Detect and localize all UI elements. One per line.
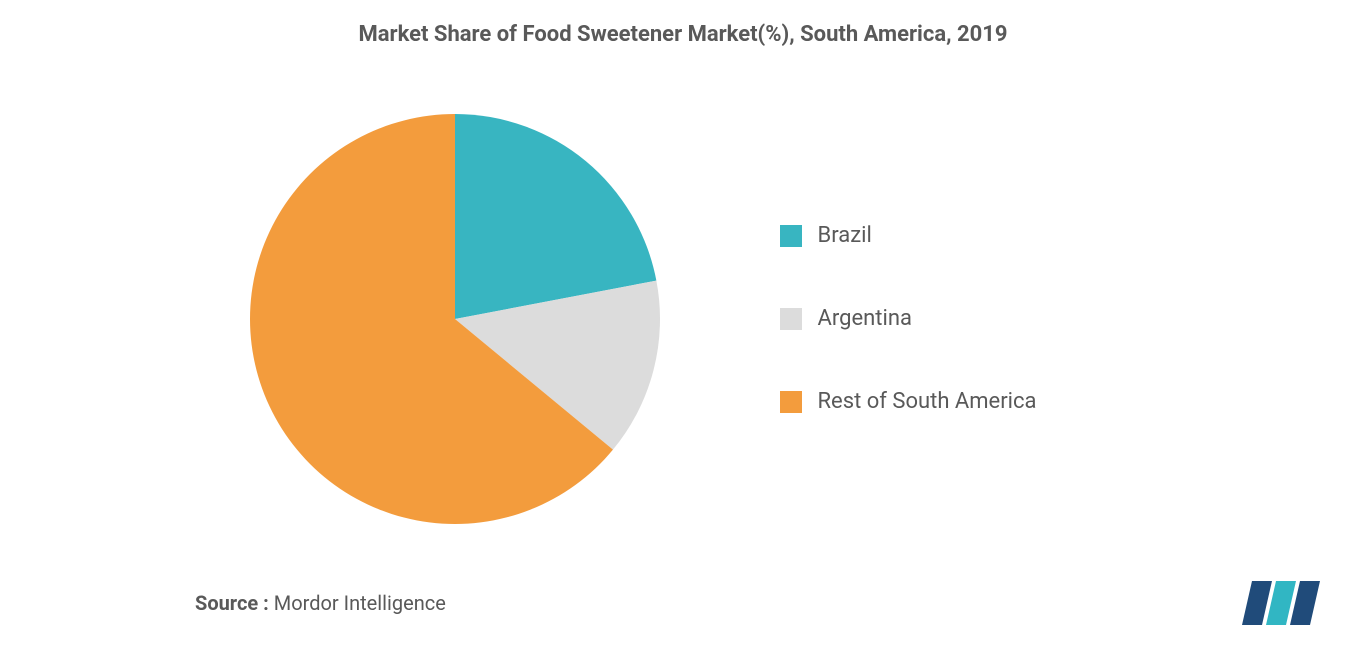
chart-body: Brazil Argentina Rest of South America	[0, 72, 1366, 565]
source-attribution: Source : Mordor Intelligence	[195, 591, 446, 615]
legend-item-rest-of-south-america: Rest of South America	[780, 389, 1037, 414]
legend-label: Rest of South America	[818, 389, 1037, 414]
legend-label: Brazil	[818, 223, 872, 248]
pie-chart	[250, 114, 660, 524]
legend-item-brazil: Brazil	[780, 223, 1037, 248]
chart-title: Market Share of Food Sweetener Market(%)…	[0, 0, 1366, 47]
legend-swatch	[780, 225, 802, 247]
brand-logo	[1242, 579, 1326, 627]
legend-swatch	[780, 308, 802, 330]
source-value: Mordor Intelligence	[274, 591, 446, 615]
legend-label: Argentina	[818, 306, 912, 331]
legend-item-argentina: Argentina	[780, 306, 1037, 331]
legend-swatch	[780, 391, 802, 413]
chart-legend: Brazil Argentina Rest of South America	[780, 223, 1037, 414]
source-label: Source :	[195, 591, 269, 615]
